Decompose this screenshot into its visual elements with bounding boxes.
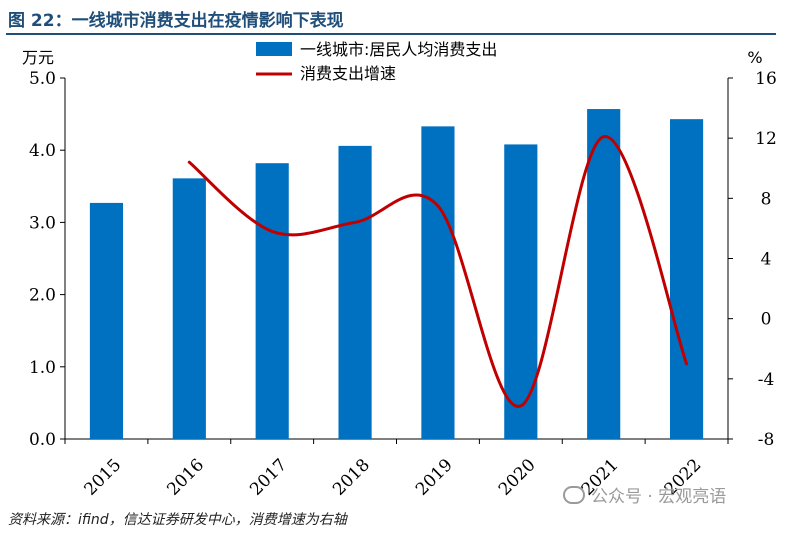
watermark: 公众号 · 宏观亮语 [563,482,726,507]
y-left-tick-label: 3.0 [29,213,56,233]
legend-label-bar: 一线城市:居民人均消费支出 [300,40,497,59]
y-left-unit: 万元 [22,48,54,67]
x-tick-label: 2018 [329,455,374,500]
y-right-unit: % [747,48,762,67]
growth-line [187,135,689,408]
y-right-tick-label: -8 [758,430,775,450]
bar [172,178,206,439]
x-tick-label: 2020 [495,455,540,500]
y-right-tick-label: -4 [758,370,775,390]
bar [504,144,538,439]
watermark-text: 公众号 · 宏观亮语 [591,487,727,507]
y-right-tick-label: 12 [755,129,777,149]
x-tick-label: 2017 [246,455,291,500]
x-tick-label: 2019 [412,455,457,500]
bar [255,163,289,440]
bar [89,202,124,439]
source-note: 资料来源：ifind，信达证券研发中心，消费增速为右轴 [8,512,347,528]
y-right-tick-label: 4 [761,250,772,270]
y-left-tick-label: 0.0 [29,430,56,450]
y-right-tick-label: 16 [755,69,777,89]
legend-label-line: 消费支出增速 [300,64,396,83]
x-tick-label: 2016 [163,455,208,500]
bar [338,145,372,440]
legend-swatch-bar [256,42,292,56]
x-tick-label: 2015 [81,455,126,500]
bar [421,126,455,440]
y-left-tick-label: 2.0 [29,286,56,306]
chart-title: 图 22：一线城市消费支出在疫情影响下表现 [8,11,344,31]
y-left-tick-label: 4.0 [29,141,56,161]
y-left-tick-label: 1.0 [29,358,56,378]
bar [669,119,704,440]
wechat-icon [563,486,585,504]
bar [587,109,621,440]
title-divider [6,33,776,35]
y-left-tick-label: 5.0 [29,69,56,89]
y-right-tick-label: 8 [761,189,772,209]
y-right-tick-label: 0 [761,310,772,330]
